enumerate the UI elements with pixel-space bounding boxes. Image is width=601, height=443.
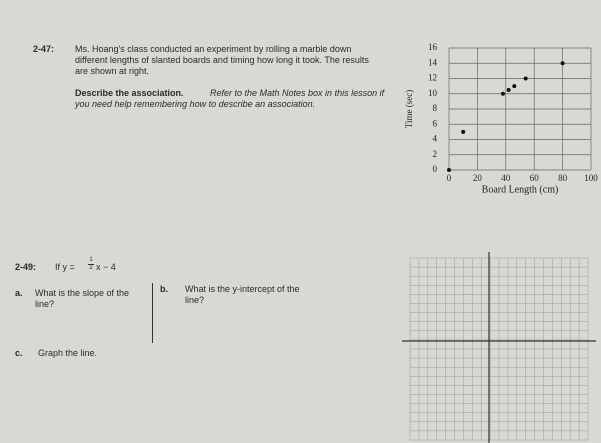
- y-tick-label: 0: [433, 164, 438, 174]
- y-tick-label: 14: [428, 57, 438, 67]
- y-axis-label: Time (sec): [404, 90, 414, 128]
- point: [506, 87, 511, 92]
- point: [461, 129, 466, 134]
- problem-text: Ms. Hoang's class conducted an experimen…: [75, 44, 369, 76]
- divider: [152, 283, 153, 343]
- x-tick-label: 100: [584, 173, 598, 183]
- x-axis-label: Board Length (cm): [482, 184, 559, 195]
- x-tick-label: 80: [558, 173, 568, 183]
- problem-number: 2-47:: [33, 44, 55, 54]
- y-tick-label: 12: [428, 73, 437, 83]
- x-tick-label: 40: [501, 173, 511, 183]
- y-tick-label: 10: [428, 88, 438, 98]
- part-letter: a.: [15, 288, 23, 298]
- y-tick-label: 4: [433, 134, 438, 144]
- denominator: 2: [89, 265, 93, 271]
- point: [500, 91, 505, 96]
- part-letter: b.: [160, 284, 168, 294]
- problem-prompt: Describe the association.: [75, 88, 184, 98]
- numerator: 1: [88, 257, 94, 265]
- y-tick-label: 6: [433, 118, 438, 128]
- coordinate-plane: [402, 252, 596, 443]
- part-question: Graph the line.: [38, 348, 98, 358]
- point: [447, 168, 451, 172]
- y-tick-label: 16: [428, 42, 438, 52]
- point: [523, 76, 528, 81]
- x-tick-label: 60: [530, 173, 540, 183]
- x-tick-label: 0: [447, 173, 452, 183]
- point: [560, 61, 565, 66]
- problem-hint: Refer to the Math Notes box in this less…: [75, 88, 385, 109]
- equation-end: x − 4: [96, 262, 116, 272]
- part-question: What is the slope of the line?: [35, 288, 130, 309]
- problem-number: 2-49:: [15, 262, 37, 272]
- equation-start: If y =: [55, 262, 75, 272]
- part-letter: c.: [15, 348, 23, 358]
- y-tick-label: 8: [433, 103, 438, 113]
- point: [512, 84, 517, 89]
- x-tick-label: 20: [473, 173, 483, 183]
- fraction: 1 2: [88, 257, 94, 272]
- part-question: What is the y-intercept of the line?: [185, 284, 300, 305]
- y-tick-label: 2: [433, 149, 438, 159]
